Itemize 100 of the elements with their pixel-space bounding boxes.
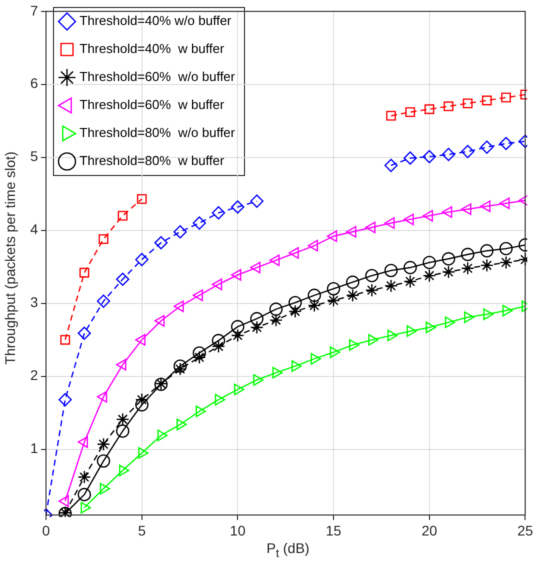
point bbox=[269, 254, 280, 266]
point bbox=[231, 200, 244, 214]
point bbox=[116, 412, 130, 426]
legend-label: Threshold=80% w/o buffer bbox=[80, 125, 236, 140]
point bbox=[480, 140, 494, 154]
point bbox=[96, 454, 110, 468]
point bbox=[365, 268, 379, 282]
point bbox=[288, 304, 302, 318]
point bbox=[288, 247, 299, 259]
point bbox=[326, 294, 340, 308]
point bbox=[118, 210, 128, 221]
point bbox=[119, 464, 130, 476]
point bbox=[422, 210, 434, 222]
point bbox=[157, 430, 168, 442]
point bbox=[192, 346, 206, 360]
point bbox=[404, 274, 417, 288]
point bbox=[116, 424, 130, 438]
point bbox=[78, 470, 91, 484]
point bbox=[499, 136, 513, 150]
x-tick-label: 20 bbox=[422, 522, 438, 538]
point bbox=[58, 393, 72, 406]
legend-label: Threshold=60% w/o buffer bbox=[80, 69, 236, 84]
point bbox=[384, 158, 398, 172]
legend-label: Threshold=40% w/o buffer bbox=[80, 13, 232, 28]
point bbox=[212, 340, 226, 354]
point bbox=[422, 268, 436, 282]
point bbox=[250, 320, 264, 334]
point bbox=[384, 279, 398, 292]
y-axis-title: Throughput (packets per time slot) bbox=[2, 150, 18, 367]
point bbox=[308, 288, 322, 302]
point bbox=[499, 242, 513, 256]
point bbox=[231, 269, 242, 281]
point bbox=[174, 362, 187, 376]
point bbox=[386, 110, 396, 121]
point bbox=[192, 350, 206, 364]
point bbox=[98, 234, 108, 244]
point bbox=[212, 278, 222, 290]
point bbox=[138, 447, 148, 459]
point bbox=[78, 326, 91, 340]
point bbox=[135, 252, 148, 266]
point bbox=[326, 230, 338, 242]
point bbox=[269, 302, 283, 316]
point bbox=[96, 294, 110, 308]
point bbox=[365, 222, 376, 234]
point bbox=[424, 104, 434, 114]
point bbox=[212, 334, 226, 348]
y-tick-label: 4 bbox=[30, 221, 38, 238]
x-tick-label: 5 bbox=[138, 522, 146, 538]
point bbox=[404, 151, 417, 165]
point bbox=[365, 284, 379, 297]
point bbox=[480, 200, 491, 212]
point bbox=[192, 216, 206, 230]
y-tick-label: 3 bbox=[30, 294, 38, 310]
x-tick-label: 25 bbox=[517, 522, 534, 538]
point bbox=[250, 312, 264, 326]
point bbox=[79, 268, 90, 278]
point bbox=[135, 393, 148, 406]
point bbox=[461, 144, 474, 158]
point bbox=[482, 96, 492, 106]
point bbox=[442, 206, 452, 218]
point bbox=[250, 194, 264, 208]
y-tick-label: 1 bbox=[30, 440, 38, 456]
point bbox=[288, 296, 302, 310]
point bbox=[461, 248, 474, 262]
point bbox=[250, 262, 261, 274]
point bbox=[384, 264, 398, 278]
point bbox=[60, 334, 70, 345]
point bbox=[461, 262, 474, 275]
point bbox=[116, 272, 130, 286]
x-tick-label: 15 bbox=[326, 522, 342, 538]
point bbox=[480, 258, 494, 272]
y-tick-label: 5 bbox=[30, 148, 38, 164]
point bbox=[100, 482, 110, 495]
point bbox=[501, 92, 511, 102]
point bbox=[231, 328, 244, 342]
point bbox=[442, 252, 456, 266]
point bbox=[422, 256, 436, 270]
legend-label: Threshold=40% w buffer bbox=[80, 41, 225, 56]
x-tick-label: 0 bbox=[42, 522, 50, 538]
point bbox=[405, 107, 416, 118]
point bbox=[308, 298, 322, 312]
point bbox=[346, 226, 356, 238]
point bbox=[499, 256, 513, 270]
point bbox=[80, 502, 91, 514]
point bbox=[78, 488, 91, 502]
point bbox=[96, 438, 110, 451]
point bbox=[136, 194, 147, 204]
point bbox=[422, 150, 436, 164]
legend-label: Threshold=80% w buffer bbox=[80, 153, 225, 168]
point bbox=[480, 244, 494, 258]
point bbox=[404, 214, 414, 226]
legend-label: Threshold=60% w buffer bbox=[80, 97, 225, 112]
point bbox=[462, 98, 473, 108]
point bbox=[461, 203, 472, 216]
point bbox=[269, 313, 283, 327]
point bbox=[442, 148, 456, 162]
point bbox=[444, 101, 454, 112]
point bbox=[499, 198, 510, 210]
y-tick-label: 7 bbox=[30, 2, 38, 18]
point bbox=[174, 359, 187, 373]
